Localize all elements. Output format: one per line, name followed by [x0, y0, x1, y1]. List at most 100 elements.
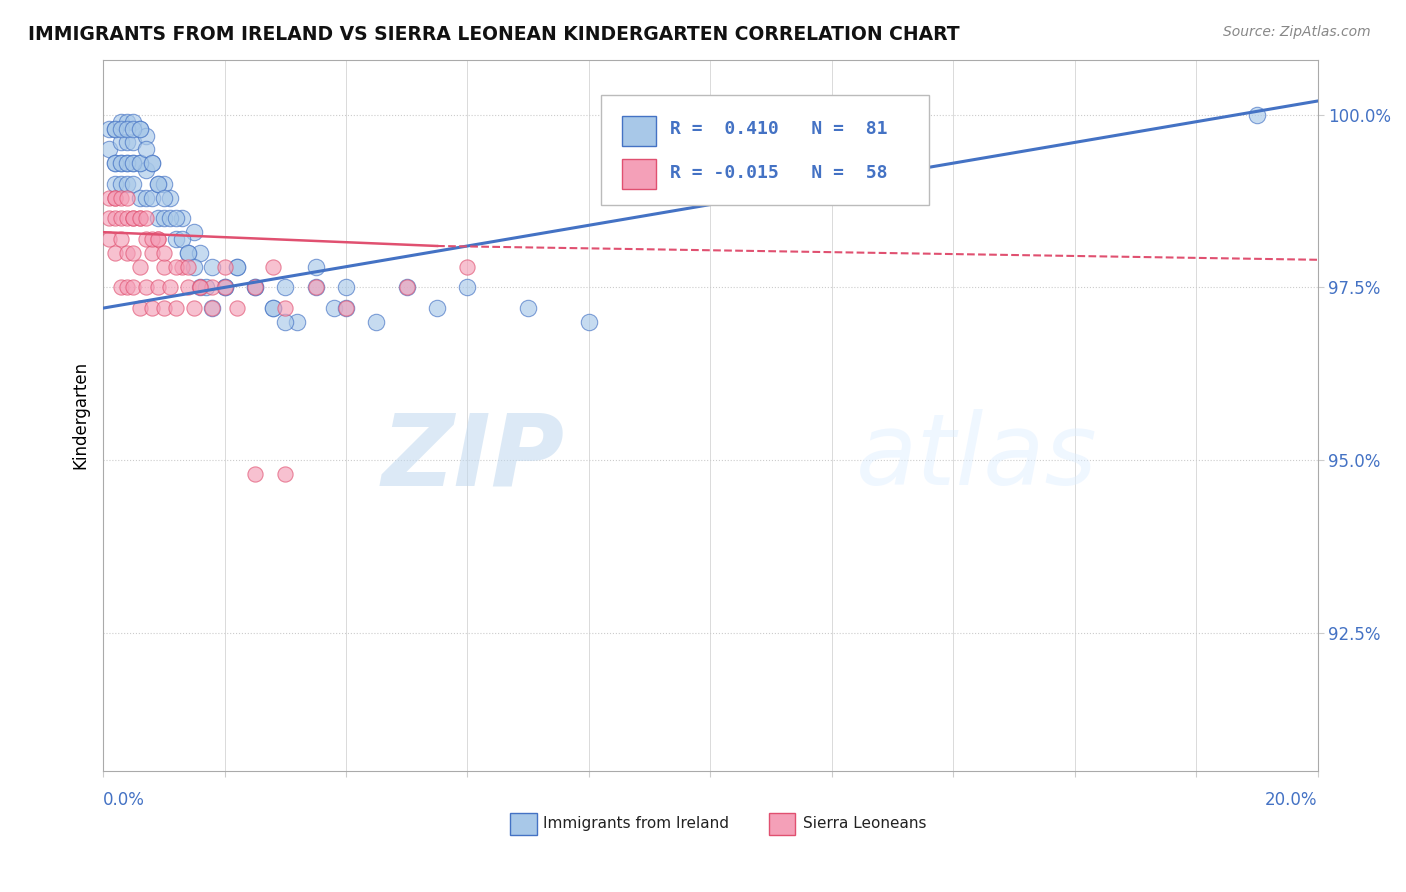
Point [274, 467, 297, 481]
Bar [621, 159, 655, 189]
Point [578, 315, 600, 329]
Point [395, 280, 418, 294]
Point [177, 245, 200, 260]
Point [335, 301, 357, 315]
Point [243, 467, 266, 481]
Point [104, 156, 127, 170]
Point [322, 301, 344, 315]
Point [456, 280, 478, 294]
Text: atlas: atlas [856, 409, 1098, 507]
Point [274, 301, 297, 315]
Point [98, 191, 121, 205]
Point [104, 177, 127, 191]
Point [243, 280, 266, 294]
Point [117, 245, 139, 260]
Point [122, 114, 145, 128]
Point [117, 211, 139, 226]
Point [141, 232, 163, 246]
Point [110, 191, 132, 205]
Point [1246, 108, 1268, 122]
Point [165, 211, 187, 226]
Point [98, 232, 121, 246]
Point [104, 156, 127, 170]
Point [153, 177, 176, 191]
Text: 0.0%: 0.0% [103, 791, 145, 809]
Bar [510, 814, 537, 835]
Point [201, 280, 224, 294]
Point [243, 280, 266, 294]
Point [262, 301, 284, 315]
Point [426, 301, 449, 315]
Point [122, 156, 145, 170]
Point [201, 260, 224, 274]
Bar [621, 117, 655, 146]
Point [153, 211, 176, 226]
Point [170, 232, 193, 246]
Point [122, 136, 145, 150]
Y-axis label: Kindergarten: Kindergarten [72, 361, 89, 469]
Point [110, 114, 132, 128]
Text: ZIP: ZIP [381, 409, 565, 507]
Point [366, 315, 388, 329]
Point [201, 301, 224, 315]
Point [135, 232, 157, 246]
Point [98, 211, 121, 226]
Point [153, 301, 176, 315]
Point [122, 280, 145, 294]
Point [153, 245, 176, 260]
Point [110, 156, 132, 170]
Point [146, 177, 169, 191]
Point [165, 260, 187, 274]
Point [98, 121, 121, 136]
Point [159, 191, 181, 205]
Point [225, 260, 247, 274]
Point [141, 301, 163, 315]
Point [170, 260, 193, 274]
Point [195, 280, 218, 294]
Point [104, 121, 127, 136]
Point [117, 121, 139, 136]
Point [141, 245, 163, 260]
Point [517, 301, 540, 315]
Point [456, 260, 478, 274]
Point [305, 260, 328, 274]
Point [128, 211, 150, 226]
Point [146, 211, 169, 226]
Point [146, 177, 169, 191]
Point [122, 177, 145, 191]
Point [395, 280, 418, 294]
Point [225, 301, 247, 315]
Point [165, 301, 187, 315]
Point [225, 260, 247, 274]
Point [117, 156, 139, 170]
Point [146, 232, 169, 246]
Point [262, 260, 284, 274]
Point [104, 211, 127, 226]
Point [177, 280, 200, 294]
Point [117, 156, 139, 170]
Point [117, 177, 139, 191]
Point [135, 142, 157, 156]
Point [159, 211, 181, 226]
Point [183, 260, 205, 274]
Point [104, 191, 127, 205]
Point [214, 280, 236, 294]
Point [128, 211, 150, 226]
Point [262, 301, 284, 315]
Text: Sierra Leoneans: Sierra Leoneans [803, 816, 927, 831]
Point [188, 245, 211, 260]
Point [165, 232, 187, 246]
Point [110, 211, 132, 226]
Point [305, 280, 328, 294]
Point [117, 114, 139, 128]
Point [122, 121, 145, 136]
Point [122, 156, 145, 170]
Text: R =  0.410   N =  81: R = 0.410 N = 81 [671, 120, 887, 138]
Text: Source: ZipAtlas.com: Source: ZipAtlas.com [1223, 25, 1371, 39]
Text: R = -0.015   N =  58: R = -0.015 N = 58 [671, 164, 887, 182]
Point [128, 191, 150, 205]
Point [135, 191, 157, 205]
Point [188, 280, 211, 294]
Text: 20.0%: 20.0% [1265, 791, 1317, 809]
Point [177, 260, 200, 274]
